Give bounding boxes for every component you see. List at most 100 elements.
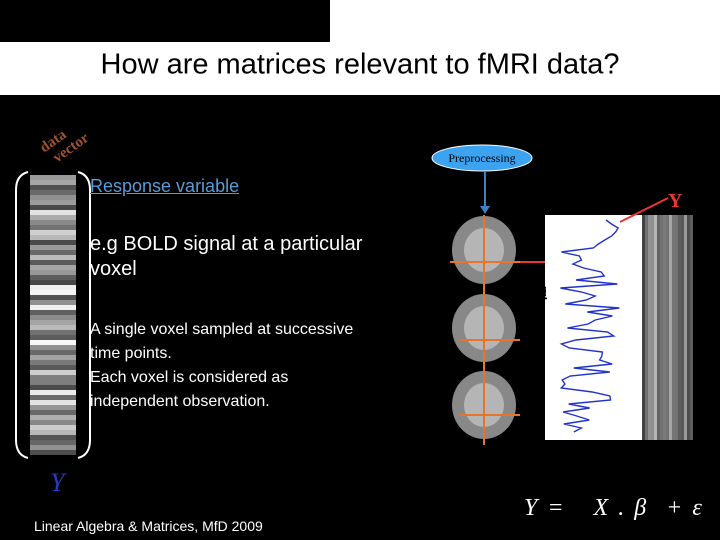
- stripe: [30, 320, 76, 325]
- grating-bar: [678, 215, 681, 440]
- stripe: [30, 230, 76, 235]
- stripe: [30, 385, 76, 390]
- stripe: [30, 375, 76, 380]
- grating-bar: [648, 215, 651, 440]
- grating-bar: [684, 215, 687, 440]
- stripe: [30, 445, 76, 450]
- stripe: [30, 415, 76, 420]
- stripe: [30, 350, 76, 355]
- y-left: Y: [50, 468, 65, 497]
- stripe: [30, 295, 76, 300]
- stripe: [30, 335, 76, 340]
- stripe: [30, 190, 76, 195]
- stripe: [30, 205, 76, 210]
- stripe: [30, 315, 76, 320]
- stripe: [30, 365, 76, 370]
- stripe: [30, 360, 76, 365]
- stripe: [30, 400, 76, 405]
- banner-top: [330, 0, 720, 42]
- stripe: [30, 195, 76, 200]
- grating-bar: [690, 215, 693, 440]
- stripe: [30, 345, 76, 350]
- y-right: Y: [668, 190, 683, 212]
- stripe: [30, 260, 76, 265]
- time-label: Time: [533, 286, 549, 319]
- preprocessing: Preprocessing: [448, 151, 515, 165]
- stripe: [30, 340, 76, 345]
- stripe: [30, 235, 76, 240]
- bracket-right: [77, 171, 91, 459]
- stripe: [30, 285, 76, 290]
- line: Each voxel is considered as: [90, 369, 289, 386]
- arrow-head: [480, 206, 490, 214]
- stripe: [30, 220, 76, 225]
- grating-bar: [681, 215, 684, 440]
- brains: [450, 215, 520, 445]
- stripe: [30, 275, 76, 280]
- stripe: [30, 425, 76, 430]
- stripe: [30, 395, 76, 400]
- stripe: [30, 180, 76, 185]
- stripe: [30, 280, 76, 285]
- stripe: [30, 225, 76, 230]
- grating-bar: [666, 215, 669, 440]
- banner: [0, 42, 720, 95]
- line: time points.: [90, 345, 172, 362]
- stripe: [30, 255, 76, 260]
- title: How are matrices relevant to fMRI data?: [101, 49, 620, 81]
- stripe: [30, 290, 76, 295]
- data-vector: [30, 175, 76, 455]
- bracket-left: [15, 171, 29, 459]
- stripe: [30, 300, 76, 305]
- grating-bar: [651, 215, 654, 440]
- data-matrix: [642, 215, 693, 440]
- eq-part: X . β: [593, 495, 647, 521]
- stripe: [30, 405, 76, 410]
- stripe: [30, 245, 76, 250]
- grating-bar: [660, 215, 663, 440]
- stripe: [30, 420, 76, 425]
- grating-bar: [675, 215, 678, 440]
- stripe: [30, 435, 76, 440]
- stripe: [30, 390, 76, 395]
- grating-bar: [669, 215, 672, 440]
- timeseries-box: [545, 215, 642, 440]
- grating-bar: [654, 215, 657, 440]
- stripe: [30, 330, 76, 335]
- timeseries: [559, 219, 620, 433]
- grating-bar: [657, 215, 660, 440]
- stripe: [30, 200, 76, 205]
- stripe: [30, 355, 76, 360]
- stripe: [30, 215, 76, 220]
- stripe: [30, 185, 76, 190]
- line: voxel: [90, 258, 137, 280]
- footer: Linear Algebra & Matrices, MfD 2009: [34, 518, 263, 534]
- bold-text: e.g BOLD signal at a particular voxel: [90, 232, 362, 282]
- stripe: [30, 410, 76, 415]
- grating-bar: [672, 215, 675, 440]
- eq-part: Y =: [524, 495, 564, 521]
- stripe: [30, 250, 76, 255]
- stripe: [30, 240, 76, 245]
- stripe: [30, 440, 76, 445]
- stripe: [30, 175, 76, 180]
- stripe: [30, 270, 76, 275]
- link: [619, 197, 669, 223]
- stripe: [30, 325, 76, 330]
- stripe: [30, 265, 76, 270]
- grating-bar: [663, 215, 666, 440]
- stripe: [30, 310, 76, 315]
- grating-bar: [642, 215, 645, 440]
- line: independent observation.: [90, 393, 270, 410]
- stripe: [30, 305, 76, 310]
- response-variable: Response variable: [90, 176, 240, 196]
- line: A single voxel sampled at successive: [90, 321, 354, 338]
- stripe: [30, 380, 76, 385]
- line: e.g BOLD signal at a particular: [90, 233, 363, 255]
- equation: Y = X . β + ε: [524, 495, 702, 522]
- stripe: [30, 430, 76, 435]
- description: A single voxel sampled at successive tim…: [90, 318, 353, 414]
- stripe: [30, 450, 76, 455]
